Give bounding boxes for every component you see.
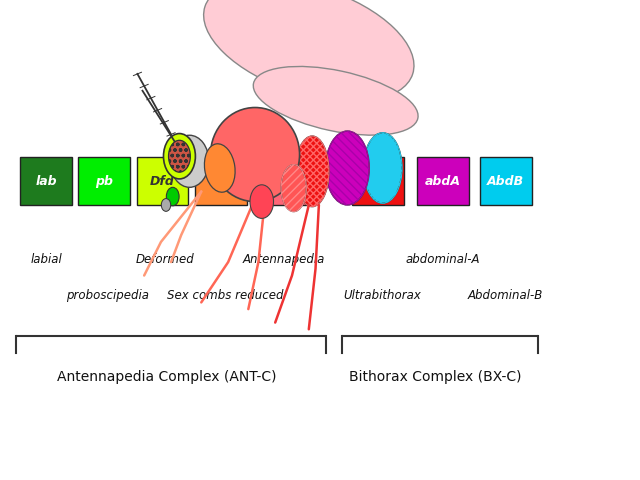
Text: abdominal-A: abdominal-A [406, 252, 480, 266]
Text: Bithorax Complex (BX-C): Bithorax Complex (BX-C) [349, 370, 522, 384]
Text: labial: labial [30, 252, 62, 266]
Text: Deformed: Deformed [136, 252, 195, 266]
Ellipse shape [168, 140, 190, 172]
Text: Dfd: Dfd [150, 175, 175, 188]
Ellipse shape [326, 131, 369, 205]
Text: Scr: Scr [209, 175, 232, 188]
FancyBboxPatch shape [79, 157, 131, 205]
Text: Antennapedia Complex (ANT-C): Antennapedia Complex (ANT-C) [57, 370, 276, 384]
Ellipse shape [163, 133, 195, 179]
Ellipse shape [295, 136, 329, 206]
FancyBboxPatch shape [480, 157, 531, 205]
FancyBboxPatch shape [20, 157, 72, 205]
Text: Antennapedia: Antennapedia [243, 252, 325, 266]
Ellipse shape [170, 135, 209, 187]
FancyBboxPatch shape [417, 157, 468, 205]
Text: pb: pb [95, 175, 113, 188]
Text: Sex combs reduced: Sex combs reduced [167, 288, 284, 302]
Text: proboscipedia: proboscipedia [66, 288, 149, 302]
Ellipse shape [211, 108, 300, 202]
Text: Ultrabithorax: Ultrabithorax [344, 288, 422, 302]
Text: Antp: Antp [268, 175, 301, 188]
Ellipse shape [166, 187, 179, 206]
Ellipse shape [204, 0, 414, 102]
Text: Ubx: Ubx [364, 175, 391, 188]
Ellipse shape [253, 66, 418, 135]
Ellipse shape [281, 165, 307, 212]
Text: abdA: abdA [425, 175, 461, 188]
Text: Abdominal-B: Abdominal-B [468, 288, 543, 302]
FancyBboxPatch shape [137, 157, 188, 205]
FancyBboxPatch shape [259, 157, 310, 205]
Text: lab: lab [35, 175, 57, 188]
Ellipse shape [250, 185, 273, 218]
FancyBboxPatch shape [195, 157, 247, 205]
Text: AbdB: AbdB [487, 175, 524, 188]
Ellipse shape [364, 133, 402, 204]
Ellipse shape [161, 199, 171, 211]
Ellipse shape [204, 144, 235, 192]
FancyBboxPatch shape [352, 157, 404, 205]
